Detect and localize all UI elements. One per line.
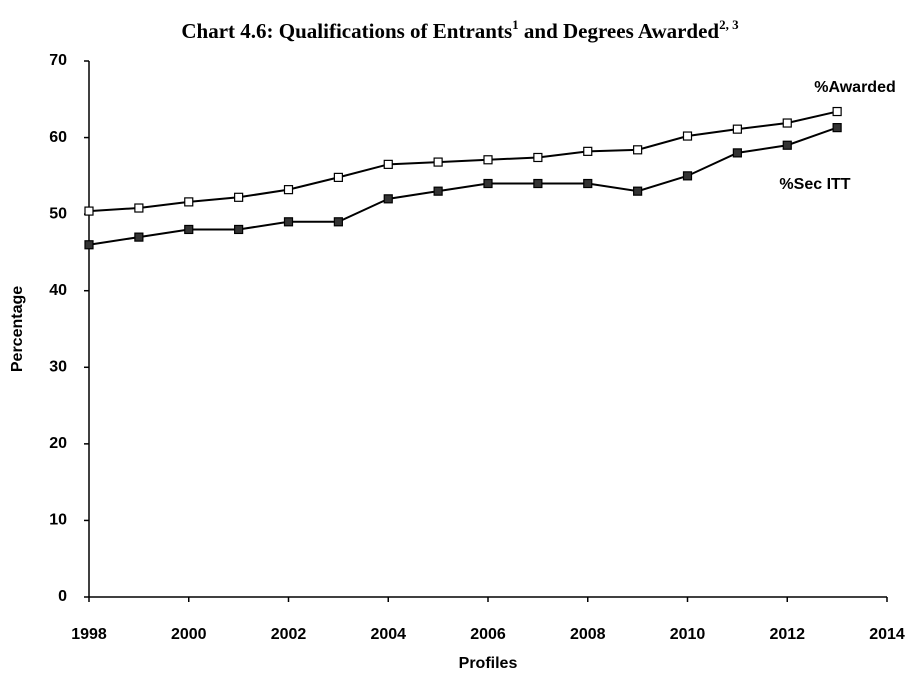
marker — [682, 131, 693, 141]
marker — [184, 224, 194, 235]
x-tick-label: 2006 — [470, 626, 506, 643]
marker — [283, 185, 294, 195]
series-label: %Awarded — [814, 79, 896, 96]
marker — [583, 146, 593, 156]
title-sup: 2, 3 — [719, 17, 739, 32]
x-tick-label: 2004 — [370, 626, 406, 643]
marker — [782, 118, 792, 128]
x-tick-label: 2010 — [670, 626, 706, 643]
y-tick-label: 20 — [49, 435, 67, 452]
marker — [633, 145, 643, 155]
y-tick-label: 0 — [58, 588, 67, 605]
x-tick-label: 2002 — [271, 626, 307, 643]
series-line — [88, 110, 838, 213]
marker — [533, 178, 543, 189]
y-tick-label: 10 — [49, 512, 67, 529]
marker — [184, 197, 194, 207]
marker — [782, 140, 792, 150]
marker — [84, 206, 94, 216]
title-part: Chart 4.6: Qualifications of Entrants — [181, 19, 512, 43]
title-part: and Degrees Awarded — [519, 19, 720, 43]
marker — [483, 155, 493, 165]
marker — [732, 124, 742, 134]
marker — [134, 232, 144, 242]
chart-title: Chart 4.6: Qualifications of Entrants1 a… — [181, 17, 739, 43]
marker — [682, 171, 693, 181]
marker — [483, 178, 493, 189]
marker — [583, 178, 593, 189]
title-sup: 1 — [512, 17, 519, 32]
marker — [383, 159, 393, 169]
marker — [134, 203, 144, 213]
marker — [433, 157, 443, 167]
y-tick-label: 50 — [49, 205, 67, 222]
series-label: %Sec ITT — [779, 176, 850, 193]
marker — [84, 240, 94, 250]
marker — [832, 106, 842, 117]
marker — [234, 224, 244, 235]
y-axis-label: Percentage — [9, 286, 26, 372]
y-tick-label: 40 — [49, 282, 67, 299]
marker — [333, 172, 343, 182]
x-tick-label: 2008 — [570, 626, 606, 643]
x-tick-label: 2014 — [869, 626, 905, 643]
y-tick-label: 60 — [49, 129, 67, 146]
marker — [533, 152, 543, 163]
marker — [283, 217, 294, 227]
x-tick-label: 2012 — [769, 626, 805, 643]
marker — [732, 148, 742, 158]
marker — [333, 217, 343, 227]
marker — [633, 186, 643, 196]
marker — [383, 194, 393, 204]
marker — [433, 186, 443, 196]
x-tick-label: 1998 — [71, 626, 107, 643]
series-line — [88, 126, 838, 246]
x-axis-label: Profiles — [459, 655, 518, 672]
marker — [832, 123, 842, 133]
x-tick-label: 2000 — [171, 626, 207, 643]
marker — [234, 192, 244, 202]
y-tick-label: 70 — [49, 52, 67, 69]
y-tick-label: 30 — [49, 359, 67, 376]
